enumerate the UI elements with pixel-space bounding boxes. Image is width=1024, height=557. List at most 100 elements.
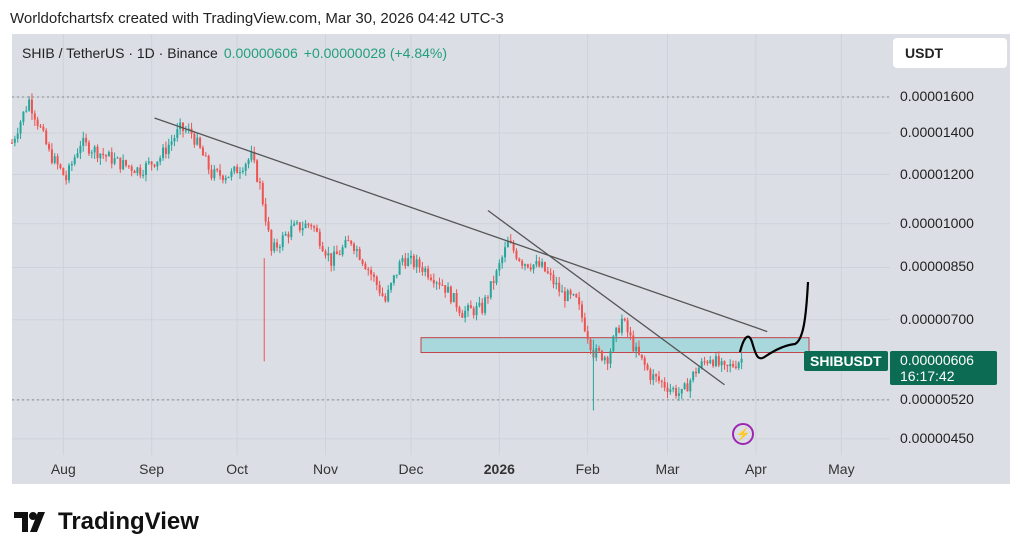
candle-body: [184, 130, 187, 132]
candle-body: [734, 366, 737, 368]
candle-body: [657, 376, 660, 381]
candle-body: [375, 276, 378, 285]
candle-body: [692, 371, 695, 381]
candle-body: [427, 268, 430, 278]
price-axis-label: 0.00001200: [900, 165, 974, 182]
support-zone: [420, 337, 810, 353]
bar-countdown: 16:17:42: [900, 368, 955, 384]
candle-body: [313, 226, 316, 228]
price-axis-label: 0.00001000: [900, 214, 974, 231]
candle-body: [563, 291, 566, 302]
candle-body: [219, 170, 222, 176]
currency-button[interactable]: USDT: [893, 38, 1007, 68]
candle-body: [598, 348, 601, 351]
candle-body: [407, 258, 410, 267]
candle-body: [663, 381, 666, 388]
candle-body: [344, 240, 347, 248]
candle-body: [669, 389, 672, 392]
symbol-name: SHIB / TetherUS · 1D · Binance: [22, 45, 218, 61]
candle-body: [256, 160, 259, 182]
candle-body: [600, 350, 603, 361]
candle-body: [424, 268, 427, 272]
candle-body: [176, 129, 179, 139]
time-axis-label: Aug: [50, 461, 76, 477]
candle-body: [700, 361, 703, 368]
candle-body: [16, 133, 19, 139]
candle-body: [464, 310, 467, 318]
candle-body: [247, 159, 250, 165]
lightning-icon[interactable]: ⚡: [732, 423, 754, 445]
candle-body: [561, 291, 564, 293]
candle-body: [56, 156, 59, 165]
candle-body: [714, 356, 717, 367]
candle-body: [689, 380, 692, 392]
candle-body: [381, 293, 384, 297]
candle-body: [521, 260, 524, 266]
candle-body: [421, 267, 424, 272]
candle-body: [495, 270, 498, 283]
chart-panel[interactable]: [12, 34, 1010, 484]
candle-body: [293, 223, 296, 226]
candle-body: [36, 119, 39, 126]
candle-body: [173, 138, 176, 142]
candle-body: [472, 308, 475, 316]
candle-body: [278, 247, 281, 249]
candle-body: [638, 346, 640, 355]
candle-body: [395, 274, 398, 276]
candle-body: [350, 240, 353, 244]
candle-body: [11, 142, 13, 144]
candle-body: [199, 137, 202, 148]
candle-body: [48, 144, 51, 150]
price-axis-label: 0.00001600: [900, 88, 974, 104]
candle-body: [273, 242, 276, 251]
candle-body: [82, 137, 85, 146]
candle-body: [39, 125, 42, 127]
last-price-tag: 0.00000606 16:17:42: [890, 351, 997, 385]
candle-body: [213, 169, 216, 179]
candle-body: [555, 282, 558, 285]
candle-body: [113, 158, 116, 164]
candle-body: [253, 151, 256, 161]
candle-body: [353, 243, 355, 251]
candle-body: [250, 151, 253, 160]
candle-body: [290, 225, 293, 238]
candle-body: [461, 313, 464, 318]
candle-body: [486, 297, 489, 299]
time-axis-label: 2026: [483, 461, 515, 477]
candle-body: [224, 177, 227, 181]
candle-body: [518, 258, 521, 261]
price-change: +0.00000028 (+4.84%): [303, 45, 448, 61]
candle-body: [13, 138, 16, 143]
chart-attribution: Worldofchartsfx created with TradingView…: [10, 10, 504, 27]
candle-body: [469, 305, 472, 309]
candle-body: [569, 290, 572, 295]
candle-body: [96, 146, 99, 159]
candle-body: [538, 261, 541, 267]
candle-body: [532, 264, 535, 270]
candle-body: [19, 121, 22, 134]
candle-body: [444, 285, 447, 293]
candle-body: [125, 160, 127, 166]
time-axis-label: Oct: [226, 461, 249, 477]
candle-body: [284, 233, 287, 236]
candle-body: [595, 348, 598, 358]
candle-body: [623, 318, 626, 321]
candle-body: [686, 383, 689, 392]
candle-body: [22, 111, 25, 122]
candle-body: [204, 155, 207, 157]
candle-body: [675, 388, 678, 396]
time-axis-label: Feb: [575, 461, 600, 477]
candle-body: [478, 302, 481, 307]
candle-body: [481, 302, 484, 313]
candle-body: [629, 332, 632, 336]
candle-body: [150, 161, 153, 165]
candle-body: [526, 264, 529, 268]
candle-body: [107, 152, 110, 157]
candle-body: [723, 361, 726, 365]
candle-body: [236, 166, 239, 174]
candle-body: [549, 272, 552, 275]
candle-body: [737, 362, 740, 368]
candle-body: [458, 307, 461, 314]
candle-body: [652, 374, 655, 381]
candle-body: [367, 269, 370, 271]
